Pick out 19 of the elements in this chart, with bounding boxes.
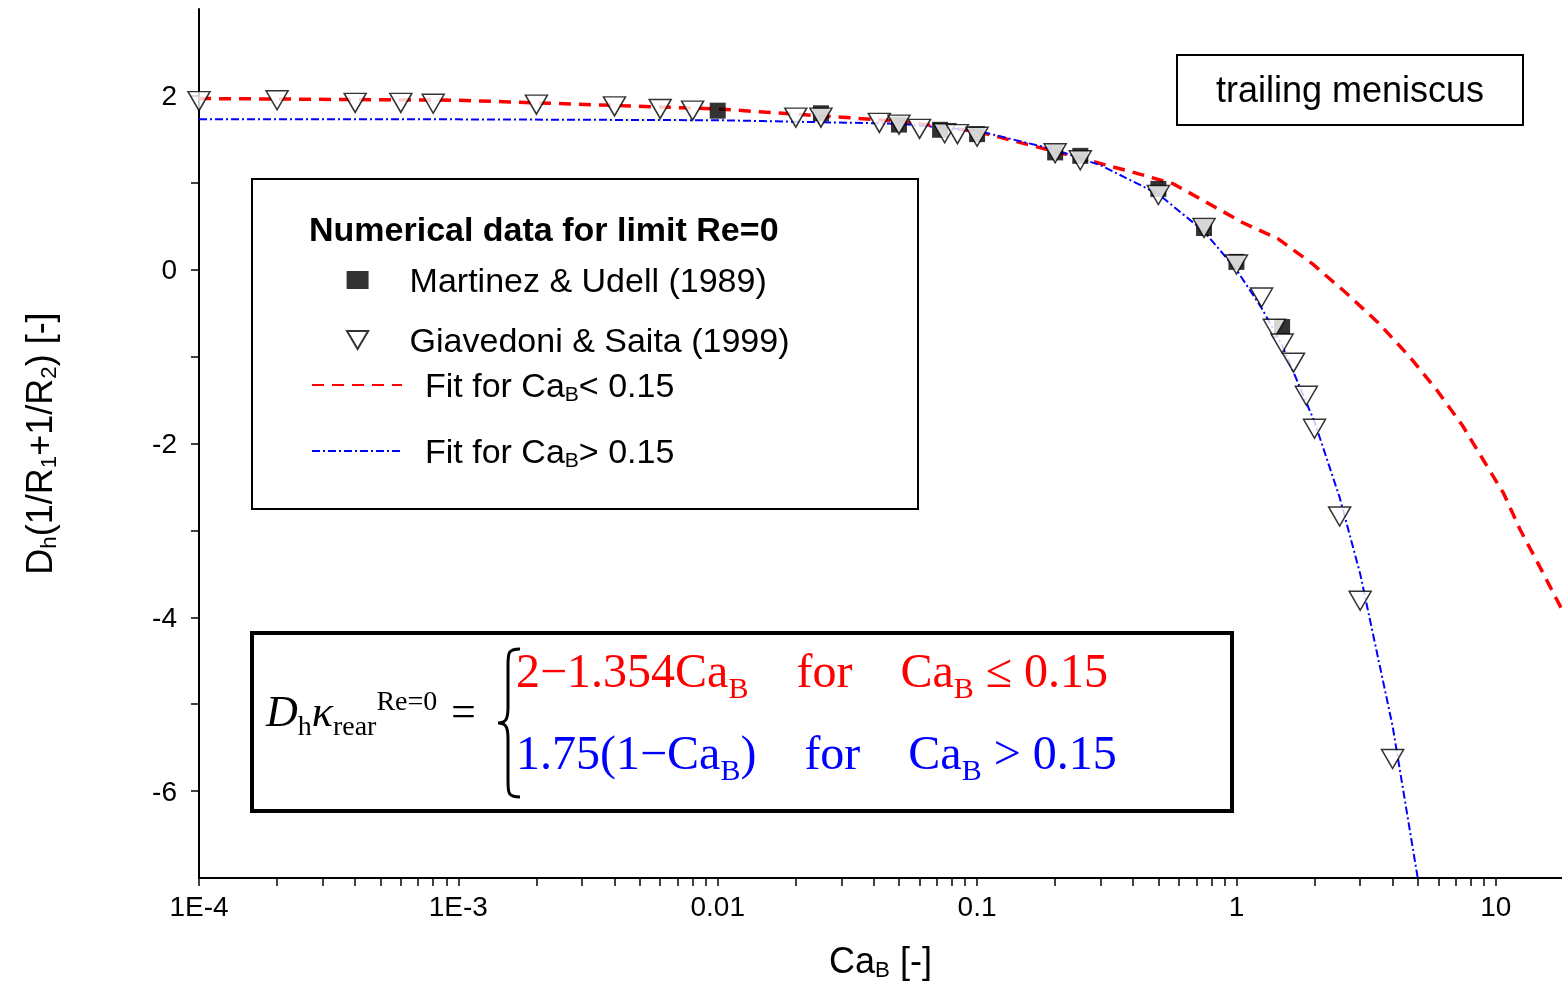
y-tick-label: -4 [152,601,177,633]
y-tick-label: -2 [152,428,177,459]
y-axis-title: Dh(1/R1+1/R2) [-] [18,312,61,575]
formula-frame: D$_{h}$κ$_{rear}$$^{Re=0}$ = 2−1.354Ca$_{B}$ for Ca$_{B}$ ≤ 0.15 1.75(1−Ca$_{B}$) for Ca$_{B}$ > 0.15 [250,631,1234,813]
note-frame: trailing meniscus [1176,54,1524,126]
y-tick-label: -6 [152,775,177,807]
annotation: 1.75(1−Ca$_{B}$) for Ca$_{B}$ > 0.15 [516,725,1117,787]
legend-label: Giavedoni & Saita (1999) [409,321,790,359]
x-tick-label: 1E-3 [428,890,488,922]
y-tick-label: 0 [161,254,177,286]
x-tick-label: 0.01 [690,890,745,922]
legend-title: Numerical data for limit Re=0 [309,210,779,248]
x-tick-label: 0.1 [957,890,997,922]
x-tick-label: 1 [1228,890,1245,922]
x-tick-label: 10 [1480,890,1512,922]
annotation: D$_{h}$κ$_{rear}$$^{Re=0}$ = [266,685,479,743]
legend-label: Martinez & Udell (1989) [409,261,767,299]
x-tick-label: 1E-4 [169,890,229,922]
y-tick-label: 2 [161,80,177,112]
